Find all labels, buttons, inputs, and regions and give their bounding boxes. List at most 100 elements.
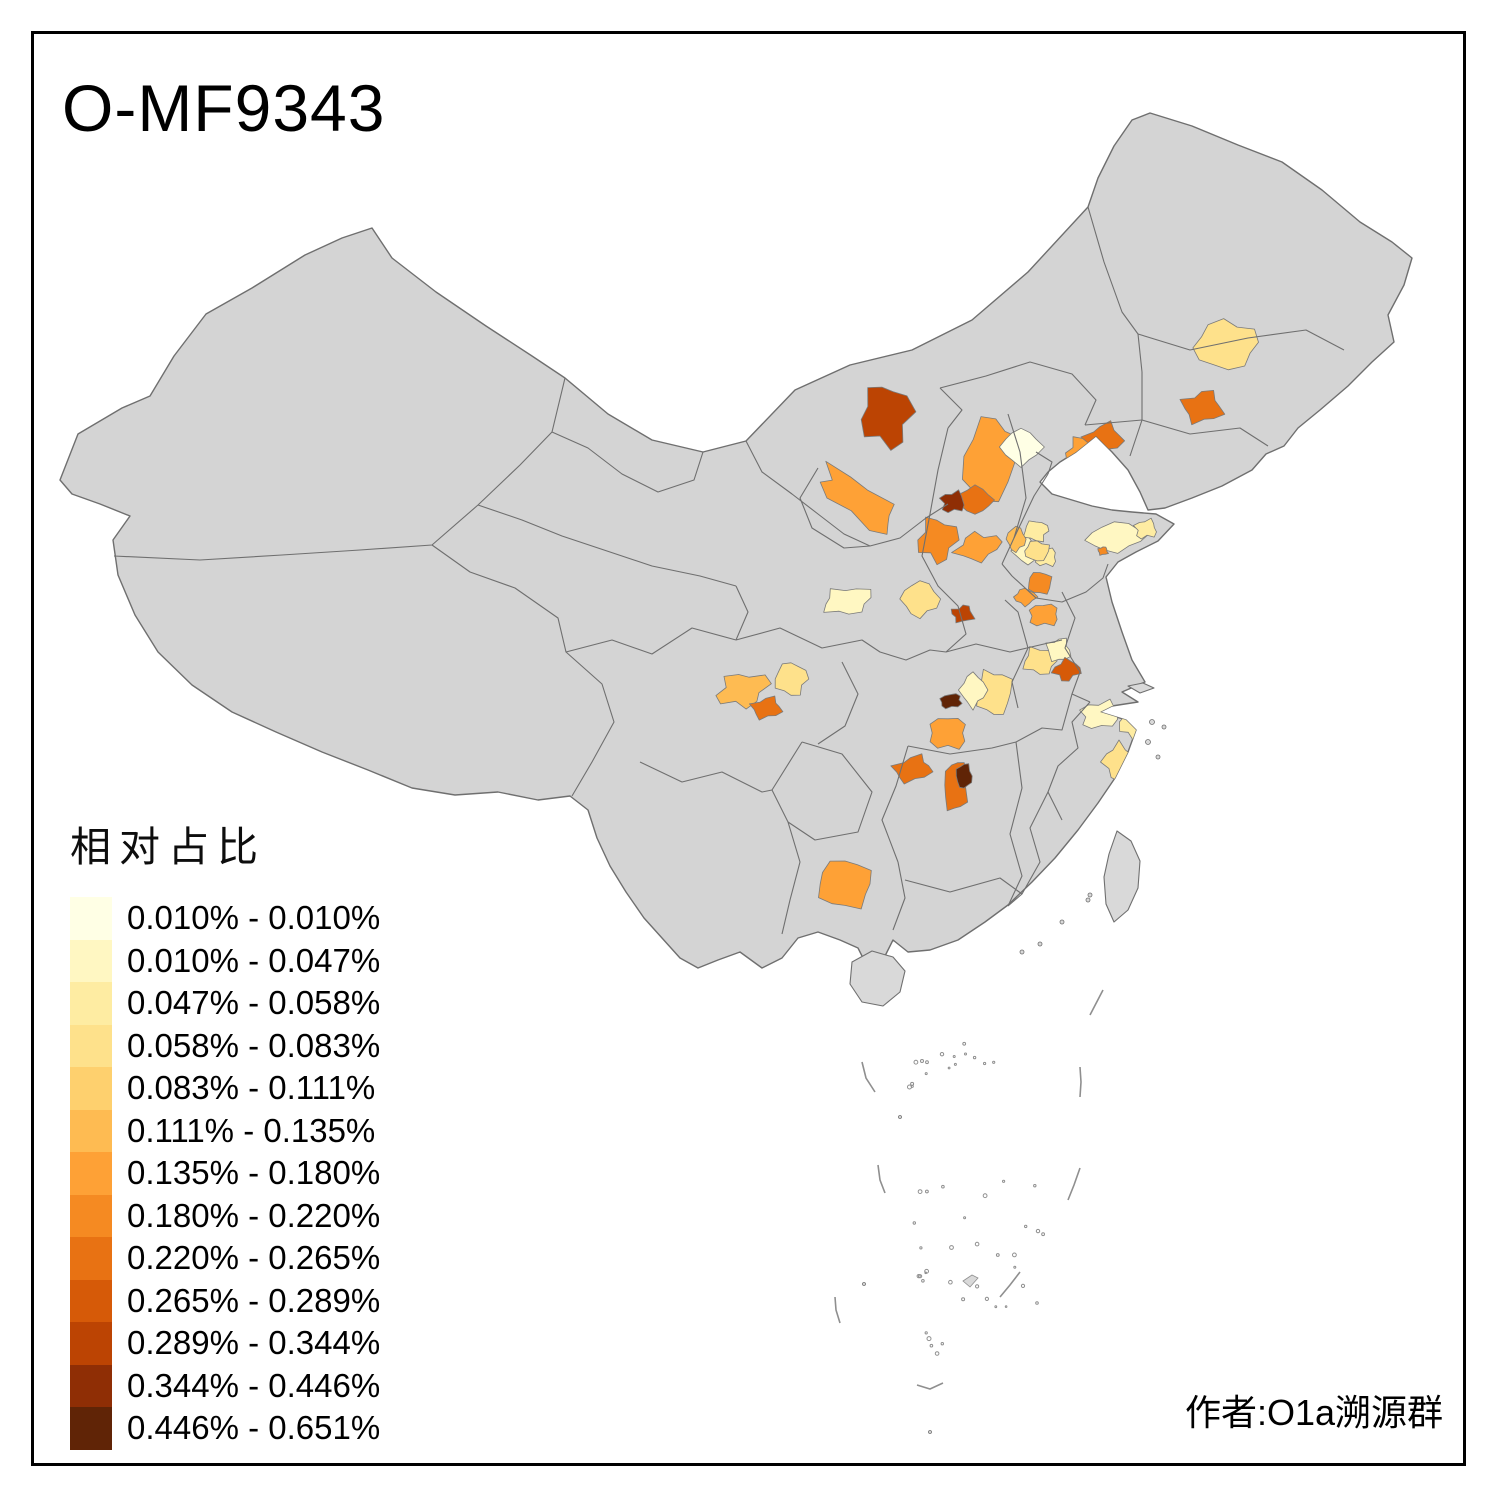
islet-south-4 bbox=[940, 1342, 944, 1346]
islet-spratly-25 bbox=[974, 1241, 980, 1247]
plot-title: O-MF9343 bbox=[62, 71, 386, 145]
legend-label-1: 0.010% - 0.047% bbox=[127, 941, 381, 979]
region-beijing bbox=[999, 427, 1045, 468]
islet-spratly-23 bbox=[975, 1284, 980, 1289]
islet-paracel-0 bbox=[947, 1066, 951, 1070]
islet-spratly-12 bbox=[963, 1216, 967, 1220]
region-henan-southeast bbox=[1028, 603, 1058, 627]
legend-label-5: 0.111% - 0.135% bbox=[127, 1111, 376, 1149]
region-shandong-jining bbox=[1028, 572, 1053, 595]
region-zhejiang-hangzhou bbox=[1079, 698, 1118, 729]
legend-swatch-6 bbox=[70, 1152, 112, 1195]
province-border-16 bbox=[1013, 473, 1049, 539]
region-shandong-coast-dot bbox=[1097, 546, 1109, 556]
coastal-islet-10 bbox=[862, 1282, 866, 1286]
islet-spratly-20 bbox=[984, 1296, 990, 1302]
sea-dash-7 bbox=[916, 1382, 944, 1390]
legend-swatch-0 bbox=[70, 897, 112, 940]
islet-paracel-4 bbox=[962, 1041, 967, 1046]
islet-spratly-16 bbox=[1002, 1179, 1006, 1183]
region-hunan-dark bbox=[955, 763, 973, 789]
islet-spratly-6 bbox=[994, 1305, 998, 1309]
region-shandong-peninsula bbox=[1084, 521, 1150, 554]
coastal-islet-5 bbox=[1145, 739, 1151, 745]
region-shaanxi-hanzhong bbox=[899, 580, 941, 620]
legend-label-0: 0.010% - 0.010% bbox=[127, 899, 381, 937]
province-border-8 bbox=[939, 387, 963, 429]
region-yunnan-qujing bbox=[818, 860, 872, 910]
legend-label-7: 0.180% - 0.220% bbox=[127, 1196, 381, 1234]
legend-row-9: 0.265% - 0.289% bbox=[70, 1279, 380, 1322]
legend-label-6: 0.135% - 0.180% bbox=[127, 1154, 381, 1192]
islet-paracel-9 bbox=[920, 1059, 924, 1063]
province-border-33 bbox=[892, 861, 906, 931]
legend-swatch-2 bbox=[70, 982, 112, 1025]
region-shandong-west-a bbox=[1022, 520, 1050, 543]
sea-dash-0 bbox=[1089, 989, 1104, 1016]
legend-label-3: 0.058% - 0.083% bbox=[127, 1026, 381, 1064]
legend-row-0: 0.010% - 0.010% bbox=[70, 897, 380, 940]
province-border-13 bbox=[1084, 419, 1269, 447]
province-border-19 bbox=[1061, 591, 1091, 703]
island-hainan bbox=[849, 950, 906, 1007]
islet-paracel-15 bbox=[983, 1061, 987, 1066]
province-border-21 bbox=[907, 741, 1017, 755]
islet-spratly-3 bbox=[948, 1279, 953, 1285]
islet-spratly-14 bbox=[1033, 1184, 1037, 1188]
islet-paracel-3 bbox=[939, 1052, 945, 1057]
sea-dash-2 bbox=[1079, 1066, 1082, 1098]
legend-label-12: 0.446% - 0.651% bbox=[127, 1409, 381, 1447]
province-border-18 bbox=[945, 639, 1063, 653]
province-border-27 bbox=[771, 741, 873, 841]
legend-swatch-5 bbox=[70, 1109, 112, 1152]
legend-row-3: 0.058% - 0.083% bbox=[70, 1024, 381, 1067]
legend-row-12: 0.446% - 0.651% bbox=[70, 1407, 380, 1450]
islet-paracel-8 bbox=[913, 1059, 919, 1065]
province-border-28 bbox=[781, 821, 801, 935]
region-jilin-central bbox=[1179, 389, 1226, 426]
legend-row-10: 0.289% - 0.344% bbox=[70, 1322, 380, 1365]
islet-paracel-11 bbox=[992, 1060, 996, 1064]
region-henan-puyang bbox=[1013, 587, 1039, 608]
region-xian bbox=[950, 604, 976, 624]
province-border-5 bbox=[735, 585, 749, 641]
region-heilongjiang-harbin bbox=[1192, 318, 1259, 371]
islet-south-3 bbox=[926, 1336, 932, 1342]
legend-rows: 0.010% - 0.010% 0.010% - 0.047% 0.047% - 0… bbox=[70, 897, 380, 1450]
legend-label-4: 0.083% - 0.111% bbox=[127, 1069, 376, 1107]
province-border-12 bbox=[939, 361, 1097, 426]
mainland-china bbox=[59, 112, 1413, 989]
region-sichuan-chengdu bbox=[715, 674, 772, 710]
province-border-23 bbox=[1015, 693, 1073, 743]
islet-spratly-9 bbox=[1035, 1228, 1041, 1234]
legend-row-2: 0.047% - 0.058% bbox=[70, 982, 380, 1025]
region-gansu-east bbox=[823, 588, 872, 615]
islet-spratly-17 bbox=[916, 1274, 921, 1279]
nine-dash-line bbox=[834, 989, 1104, 1390]
island-taiwan bbox=[1103, 830, 1141, 923]
legend-swatch-4 bbox=[70, 1067, 112, 1110]
legend-label-10: 0.289% - 0.344% bbox=[127, 1324, 381, 1362]
province-border-24 bbox=[1047, 701, 1091, 821]
legend-swatch-10 bbox=[70, 1322, 112, 1365]
legend-title: 相对占比 bbox=[70, 824, 266, 870]
province-border-10 bbox=[1001, 413, 1027, 565]
coastal-islet-7 bbox=[1161, 724, 1167, 730]
coastal-islet-3 bbox=[1085, 897, 1091, 903]
province-border-32 bbox=[881, 745, 909, 863]
region-taiyuan bbox=[939, 489, 965, 513]
province-borders bbox=[113, 206, 1345, 935]
islet-spratly-28 bbox=[1035, 1301, 1039, 1305]
region-shanxi-west bbox=[917, 516, 960, 566]
legend-label-8: 0.220% - 0.265% bbox=[127, 1239, 381, 1277]
region-neimenggu-central bbox=[860, 386, 917, 451]
coastal-islet-2 bbox=[1059, 919, 1065, 925]
legend: 相对占比 0.010% - 0.010% 0.010% - 0.047% 0.047… bbox=[70, 813, 380, 1450]
province-border-7 bbox=[799, 467, 871, 549]
sea-dash-3 bbox=[877, 1164, 886, 1194]
legend-row-1: 0.010% - 0.047% bbox=[70, 939, 381, 982]
legend-label-11: 0.344% - 0.446% bbox=[127, 1366, 381, 1404]
island-chongming bbox=[1127, 682, 1155, 694]
